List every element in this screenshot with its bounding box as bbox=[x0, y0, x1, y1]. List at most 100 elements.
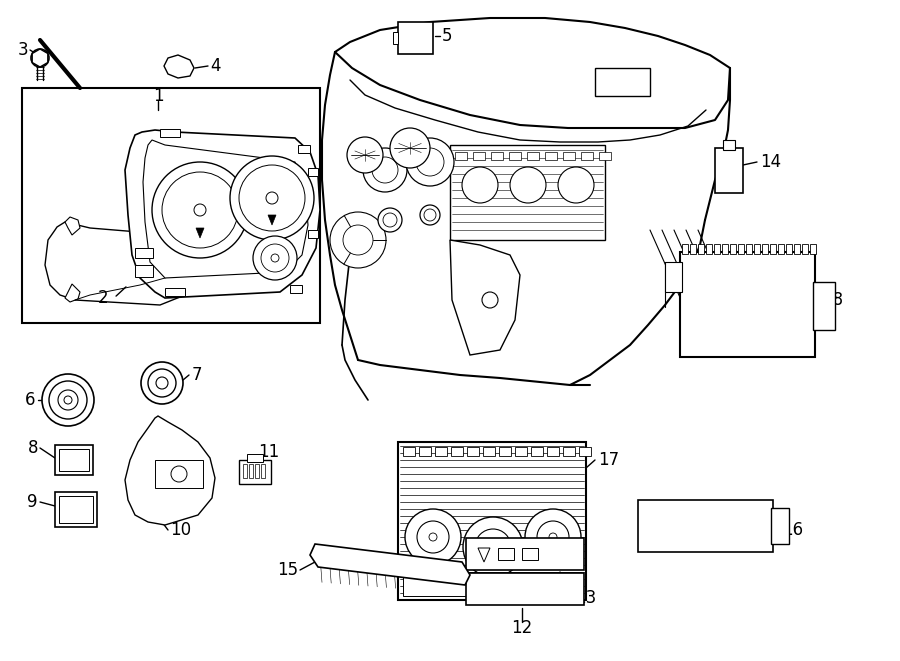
Bar bbox=[455, 152, 467, 160]
Circle shape bbox=[383, 213, 397, 227]
Bar bbox=[451, 447, 463, 456]
Bar bbox=[802, 244, 808, 254]
Circle shape bbox=[420, 205, 440, 225]
Bar bbox=[714, 244, 720, 254]
Bar bbox=[243, 464, 247, 478]
Bar bbox=[810, 244, 816, 254]
Bar bbox=[483, 447, 495, 456]
Bar bbox=[466, 573, 584, 605]
Bar bbox=[730, 244, 736, 254]
Bar bbox=[563, 152, 575, 160]
Bar bbox=[247, 454, 263, 462]
Text: 14: 14 bbox=[760, 153, 781, 171]
Bar bbox=[722, 244, 728, 254]
Text: 5: 5 bbox=[442, 27, 453, 45]
Bar bbox=[55, 445, 93, 475]
Bar bbox=[59, 496, 93, 523]
Bar bbox=[393, 32, 398, 44]
Bar bbox=[723, 140, 735, 150]
Bar bbox=[398, 442, 586, 600]
Text: 8: 8 bbox=[28, 439, 38, 457]
Circle shape bbox=[253, 236, 297, 280]
Bar bbox=[706, 244, 712, 254]
Circle shape bbox=[343, 225, 373, 255]
Polygon shape bbox=[45, 222, 192, 305]
Bar bbox=[680, 252, 815, 357]
Bar bbox=[794, 244, 800, 254]
Circle shape bbox=[266, 192, 278, 204]
Polygon shape bbox=[65, 284, 80, 302]
Text: 18: 18 bbox=[822, 291, 843, 309]
Polygon shape bbox=[196, 228, 204, 238]
Circle shape bbox=[261, 244, 289, 272]
Circle shape bbox=[162, 172, 238, 248]
Circle shape bbox=[390, 128, 430, 168]
Text: 3: 3 bbox=[17, 41, 28, 59]
Bar bbox=[403, 447, 415, 456]
Circle shape bbox=[31, 49, 49, 67]
Circle shape bbox=[194, 204, 206, 216]
Circle shape bbox=[148, 369, 176, 397]
Text: 11: 11 bbox=[258, 443, 279, 461]
Bar bbox=[499, 447, 511, 456]
Circle shape bbox=[49, 381, 87, 419]
Circle shape bbox=[417, 521, 449, 553]
Circle shape bbox=[35, 53, 45, 63]
Bar bbox=[491, 152, 503, 160]
Bar bbox=[754, 244, 760, 254]
Bar bbox=[160, 129, 180, 137]
Polygon shape bbox=[143, 140, 308, 278]
Bar bbox=[398, 22, 433, 54]
Text: 12: 12 bbox=[511, 619, 533, 637]
Bar bbox=[59, 449, 89, 471]
Bar bbox=[531, 447, 543, 456]
Bar bbox=[813, 282, 835, 330]
Circle shape bbox=[525, 509, 581, 565]
Bar bbox=[135, 265, 153, 277]
Bar bbox=[419, 447, 431, 456]
Text: 4: 4 bbox=[210, 57, 220, 75]
Bar bbox=[522, 548, 538, 560]
Bar bbox=[473, 152, 485, 160]
Polygon shape bbox=[268, 215, 276, 225]
Bar bbox=[498, 548, 514, 560]
Circle shape bbox=[271, 254, 279, 262]
Bar bbox=[527, 152, 539, 160]
Circle shape bbox=[171, 466, 187, 482]
Bar bbox=[698, 244, 704, 254]
Bar bbox=[165, 288, 185, 296]
Text: 7: 7 bbox=[192, 366, 202, 384]
Bar bbox=[155, 460, 203, 488]
Bar bbox=[682, 244, 688, 254]
Circle shape bbox=[549, 533, 557, 541]
Polygon shape bbox=[164, 55, 194, 78]
Bar bbox=[466, 538, 584, 570]
Bar bbox=[55, 492, 97, 527]
Circle shape bbox=[347, 137, 383, 173]
Bar bbox=[638, 500, 773, 552]
Bar bbox=[599, 152, 611, 160]
Bar bbox=[595, 68, 650, 96]
Text: 17: 17 bbox=[598, 451, 619, 469]
Bar bbox=[547, 447, 559, 456]
Bar bbox=[771, 508, 789, 544]
Text: 16: 16 bbox=[782, 521, 803, 539]
Circle shape bbox=[406, 138, 454, 186]
Bar bbox=[715, 148, 743, 193]
Circle shape bbox=[378, 208, 402, 232]
Text: 2: 2 bbox=[97, 289, 108, 307]
Text: 10: 10 bbox=[170, 521, 191, 539]
Bar bbox=[545, 152, 557, 160]
Circle shape bbox=[424, 209, 436, 221]
Circle shape bbox=[42, 374, 94, 426]
Bar bbox=[515, 447, 527, 456]
Bar bbox=[261, 464, 265, 478]
Bar bbox=[762, 244, 768, 254]
Bar bbox=[450, 145, 605, 240]
Bar bbox=[135, 248, 153, 258]
Polygon shape bbox=[125, 416, 215, 525]
Circle shape bbox=[239, 165, 305, 231]
Text: 15: 15 bbox=[277, 561, 298, 579]
Circle shape bbox=[230, 156, 314, 240]
Bar bbox=[509, 152, 521, 160]
